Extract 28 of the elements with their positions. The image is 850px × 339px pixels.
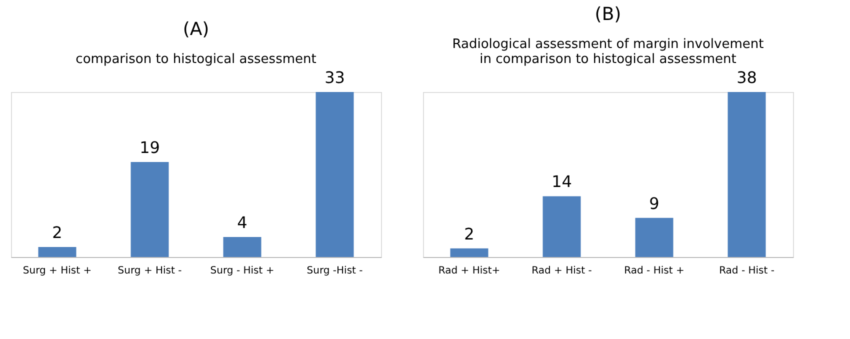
chart-title: (B): [594, 4, 622, 25]
data-label: 2: [52, 223, 62, 242]
data-label: 38: [736, 68, 757, 87]
x-tick-label: Rad - Hist +: [624, 266, 684, 276]
x-tick-label: Rad - Hist -: [719, 266, 775, 276]
chart-title: (A): [182, 19, 210, 40]
bar: [728, 92, 766, 257]
data-label: 4: [237, 213, 248, 232]
data-label: 33: [324, 68, 345, 87]
data-label: 14: [552, 172, 572, 192]
bar: [542, 196, 581, 257]
x-tick-label: Rad + Hist+: [438, 266, 500, 276]
chart-subtitle: Radiological assessment of margin involvement in comparison to histogical assessment: [452, 37, 764, 67]
x-tick-label: Rad + Hist -: [532, 266, 592, 276]
bar: [38, 247, 76, 257]
x-tick-label: Surg -Hist -: [306, 266, 364, 276]
x-tick-label: Surg + Hist -: [118, 266, 182, 276]
data-label: 2: [464, 224, 474, 244]
data-label: 9: [649, 194, 660, 213]
x-tick-label: Surg - Hist +: [210, 266, 274, 276]
bar: [130, 162, 169, 257]
bar: [635, 218, 674, 257]
bar: [316, 92, 354, 257]
data-label: 19: [140, 138, 160, 157]
bar: [450, 248, 488, 257]
chart-subtitle: comparison to histogical assessment: [76, 52, 316, 67]
bar: [223, 237, 262, 257]
x-tick-label: Surg + Hist +: [22, 266, 92, 276]
